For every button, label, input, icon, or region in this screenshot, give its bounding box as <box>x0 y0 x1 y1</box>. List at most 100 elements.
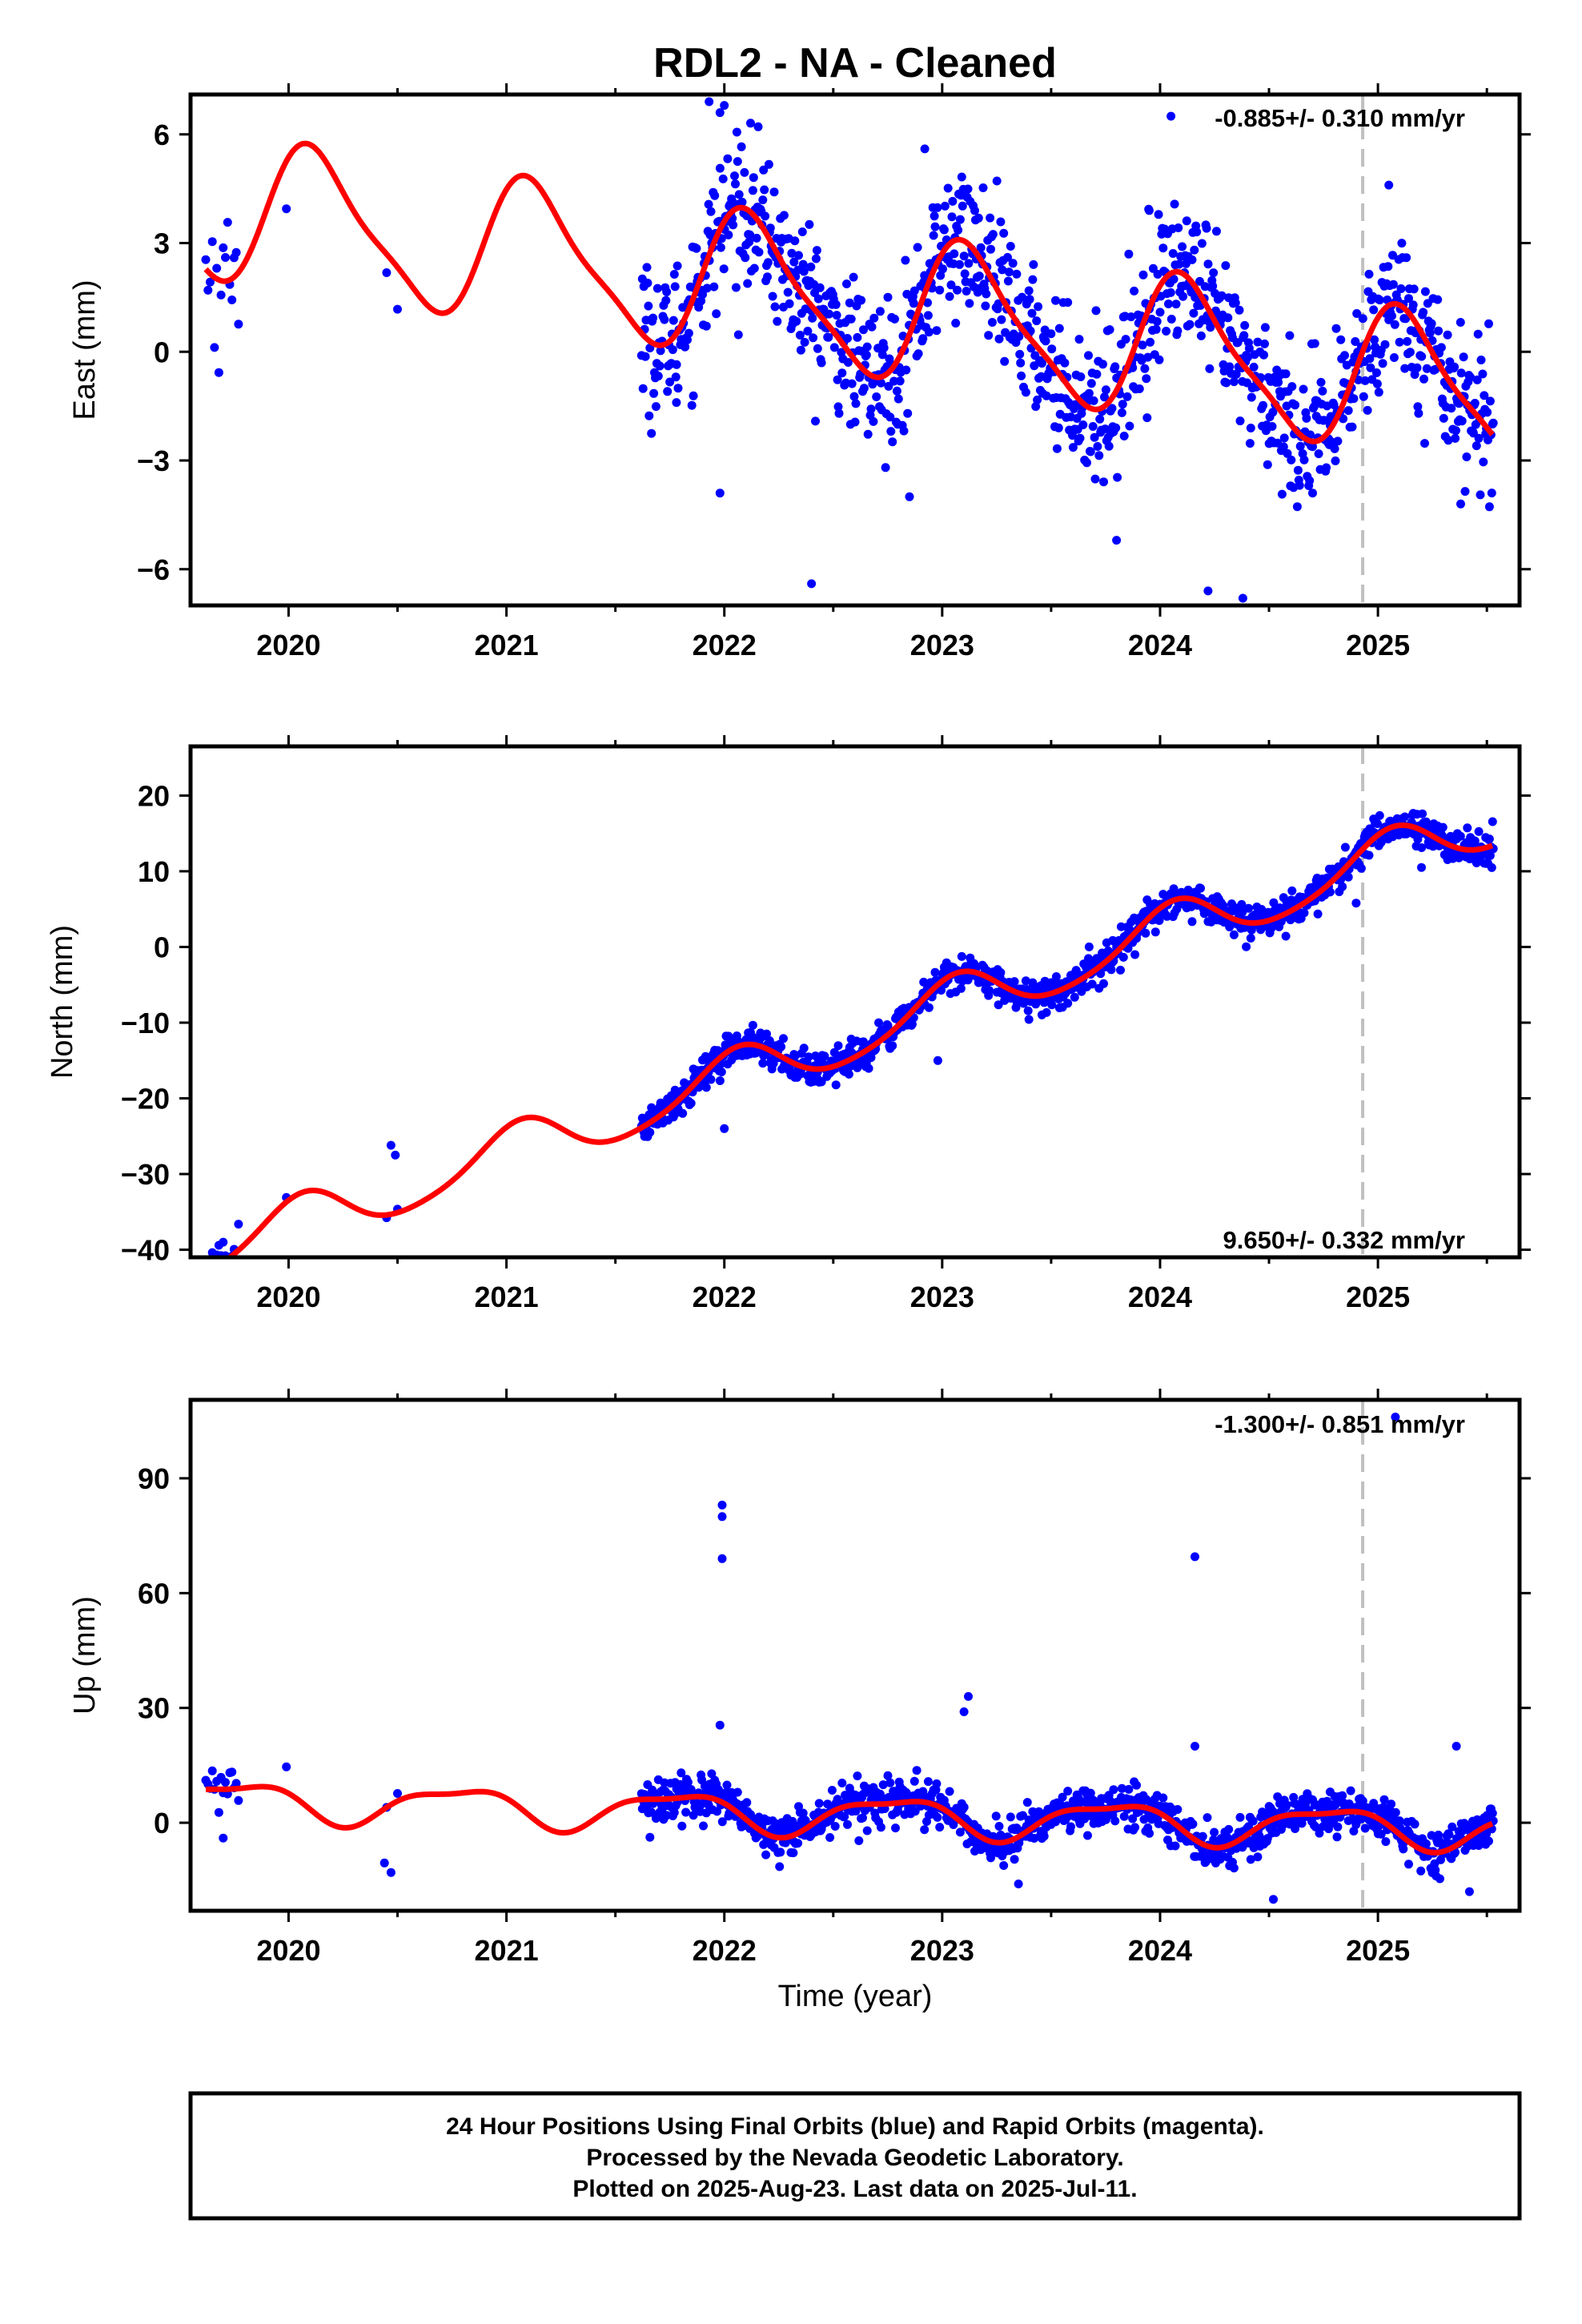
data-point <box>763 258 773 267</box>
data-point <box>978 183 988 192</box>
data-point <box>850 417 860 427</box>
data-point <box>702 283 712 293</box>
data-point <box>717 1512 727 1522</box>
data-point <box>859 325 868 335</box>
data-point <box>687 400 697 410</box>
data-point <box>1456 318 1465 327</box>
data-point <box>932 1779 942 1788</box>
x-tick-label: 2024 <box>1128 1934 1192 1967</box>
data-point <box>1130 286 1139 296</box>
data-point <box>794 251 803 260</box>
data-point <box>1363 405 1372 415</box>
data-point <box>1375 296 1384 305</box>
data-point <box>660 315 669 324</box>
data-point <box>1351 899 1361 908</box>
data-point <box>1000 356 1010 366</box>
data-point <box>843 1819 852 1829</box>
data-point <box>964 259 974 268</box>
data-point <box>1351 337 1360 346</box>
data-point <box>1170 1841 1180 1851</box>
data-point <box>760 185 769 195</box>
footer-line-1: 24 Hour Positions Using Final Orbits (bl… <box>446 2113 1264 2140</box>
data-point <box>1349 394 1359 404</box>
data-point <box>1203 259 1213 269</box>
data-point <box>1010 977 1019 987</box>
data-point <box>913 243 922 252</box>
data-point <box>1319 416 1329 425</box>
data-point <box>1066 1822 1075 1831</box>
data-point <box>1308 883 1317 892</box>
data-point <box>734 190 744 199</box>
data-point <box>1235 305 1244 315</box>
data-point <box>203 285 213 295</box>
data-point <box>997 315 1006 324</box>
data-point <box>957 172 966 182</box>
data-point <box>1381 1837 1391 1847</box>
data-point <box>1119 432 1129 440</box>
data-point <box>1376 838 1386 847</box>
data-point <box>1125 421 1134 431</box>
data-point <box>1410 1819 1419 1829</box>
data-point <box>1419 374 1428 384</box>
data-point <box>930 211 939 221</box>
data-point <box>219 1237 228 1247</box>
data-point <box>903 408 913 418</box>
data-point <box>645 1128 655 1137</box>
data-point <box>825 309 834 319</box>
data-point <box>1484 1836 1493 1846</box>
data-point <box>1472 375 1482 384</box>
data-point <box>1008 259 1018 268</box>
data-point <box>382 268 391 277</box>
data-point <box>1267 422 1277 431</box>
data-point <box>1438 822 1447 832</box>
x-tick-label: 2022 <box>693 1934 757 1967</box>
data-point <box>227 296 237 304</box>
data-points <box>207 809 1498 1257</box>
data-point <box>733 330 743 340</box>
data-point <box>219 243 228 252</box>
plot-area <box>207 746 1498 1257</box>
data-point <box>733 157 742 167</box>
data-point <box>1452 426 1460 436</box>
data-point <box>939 225 949 235</box>
data-point <box>813 294 823 304</box>
data-point <box>1253 1852 1263 1862</box>
data-point <box>1197 239 1207 248</box>
data-point <box>1325 887 1335 897</box>
data-point <box>825 1833 835 1842</box>
data-point <box>1243 352 1252 362</box>
data-point <box>656 346 665 356</box>
data-point <box>1171 300 1181 309</box>
data-point <box>1142 374 1151 384</box>
data-point <box>1089 396 1098 405</box>
data-point <box>1018 292 1027 302</box>
data-point <box>715 108 725 118</box>
y-tick-label: 0 <box>154 1807 170 1839</box>
data-point <box>981 301 990 311</box>
data-point <box>1004 267 1014 277</box>
data-point <box>737 142 746 151</box>
data-point <box>683 1778 693 1787</box>
data-point <box>901 255 910 265</box>
data-point <box>713 1807 722 1816</box>
data-point <box>1222 378 1231 388</box>
data-point <box>1306 430 1315 440</box>
data-point <box>962 287 971 296</box>
data-point <box>1112 536 1122 545</box>
data-point <box>1196 883 1205 893</box>
data-point <box>924 1003 934 1012</box>
data-point <box>1372 379 1382 388</box>
data-points <box>201 1413 1498 1904</box>
data-point <box>673 261 682 271</box>
data-point <box>1282 1800 1291 1810</box>
data-point <box>681 342 690 352</box>
data-point <box>1142 413 1152 423</box>
data-point <box>1170 199 1179 209</box>
data-point <box>1331 324 1341 333</box>
y-tick-label: −30 <box>121 1158 170 1191</box>
data-point <box>722 1780 732 1790</box>
data-point <box>1380 340 1390 349</box>
data-point <box>892 386 901 396</box>
data-point <box>1047 344 1057 354</box>
data-point <box>1404 294 1413 304</box>
